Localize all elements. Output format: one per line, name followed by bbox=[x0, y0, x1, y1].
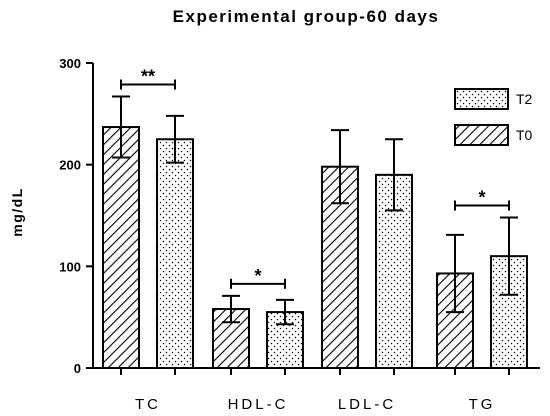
y-tick-label: 200 bbox=[59, 158, 81, 173]
significance-brackets: **** bbox=[120, 67, 510, 289]
category-label: TG bbox=[469, 396, 496, 413]
significance-marker: ** bbox=[141, 67, 155, 87]
y-tick-label: 100 bbox=[59, 259, 81, 274]
category-label: TC bbox=[135, 396, 161, 413]
bar-t2-ldl-c bbox=[375, 173, 413, 369]
y-axis-label: mg/dL bbox=[9, 187, 25, 237]
category-label: HDL-C bbox=[228, 396, 289, 413]
legend-label-t0: T0 bbox=[516, 127, 533, 143]
y-tick-label: 300 bbox=[59, 56, 81, 71]
y-tick-label: 0 bbox=[74, 361, 81, 376]
bar-t0-ldl-c bbox=[321, 165, 359, 369]
bar-t2-tc bbox=[156, 138, 194, 369]
legend-swatch-t0 bbox=[454, 124, 509, 146]
legend-swatch-t2 bbox=[454, 88, 509, 110]
legend: T2 T0 bbox=[454, 88, 533, 146]
error-bars bbox=[112, 95, 518, 326]
legend-label-t2: T2 bbox=[516, 91, 533, 107]
bar-t0-tc bbox=[102, 126, 140, 369]
category-label: LDL-C bbox=[338, 396, 396, 413]
significance-marker: * bbox=[478, 188, 485, 208]
axes: 0 100 200 300 TC HDL-C LDL-C TG bbox=[59, 56, 540, 413]
chart-title: Experimental group-60 days bbox=[173, 7, 440, 26]
significance-marker: * bbox=[254, 266, 261, 286]
